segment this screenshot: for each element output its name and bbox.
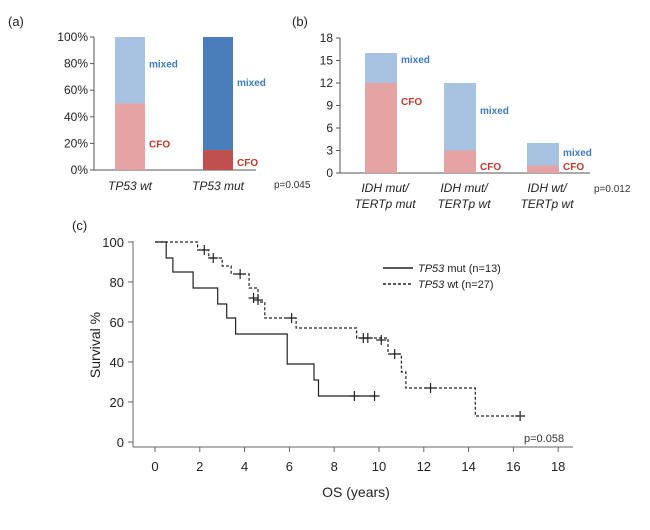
category-label-line2: TERTp mut bbox=[354, 197, 416, 211]
bar-segment-label-mixed: mixed bbox=[237, 78, 266, 89]
censor-mark bbox=[286, 313, 297, 323]
censor-mark bbox=[362, 333, 373, 343]
legend-label: TP53 wt (n=27) bbox=[418, 279, 494, 291]
y-tick-label: 80 bbox=[110, 275, 124, 290]
censor-mark bbox=[208, 253, 219, 263]
x-tick-label: 12 bbox=[417, 459, 431, 474]
bar-mixed bbox=[203, 37, 233, 151]
x-tick-label: 14 bbox=[461, 459, 475, 474]
bar-segment-label-mixed: mixed bbox=[563, 148, 592, 159]
y-tick-label: 40% bbox=[64, 110, 88, 124]
censor-mark bbox=[199, 245, 210, 255]
y-tick-label: 15 bbox=[320, 54, 334, 68]
bar-cfo bbox=[203, 150, 233, 170]
y-tick-label: 6 bbox=[326, 121, 333, 135]
bar-mixed bbox=[365, 53, 397, 83]
bar-cfo bbox=[527, 165, 559, 173]
y-tick-label: 3 bbox=[326, 144, 333, 158]
x-tick-label: 4 bbox=[241, 459, 248, 474]
bar-cfo bbox=[115, 103, 145, 170]
x-tick-label: 6 bbox=[286, 459, 293, 474]
bar-segment-label-mixed: mixed bbox=[401, 55, 430, 66]
y-tick-label: 0 bbox=[117, 435, 124, 450]
legend-label: TP53 mut (n=13) bbox=[418, 263, 501, 275]
category-label-line1: IDH wt/ bbox=[527, 181, 568, 195]
bar-mixed bbox=[115, 37, 145, 104]
km-curve-tp53-mut bbox=[155, 241, 377, 397]
x-tick-label: 0 bbox=[151, 459, 158, 474]
y-tick-label: 40 bbox=[110, 355, 124, 370]
censor-mark bbox=[235, 269, 246, 279]
category-label: TP53 wt bbox=[108, 179, 153, 193]
bar-segment-label-mixed: mixed bbox=[149, 60, 178, 71]
bar-mixed bbox=[527, 143, 559, 166]
y-tick-label: 20% bbox=[64, 136, 88, 150]
censor-mark bbox=[515, 411, 526, 421]
y-tick-label: 80% bbox=[64, 57, 88, 71]
panel-c-legend: TP53 mut (n=13) TP53 wt (n=27) bbox=[383, 263, 501, 291]
panel-c: (c) 0 2 4 6 8 10 12 14 16 18 0 20 40 60 80 100 Survival… bbox=[72, 218, 573, 500]
y-tick-label: 20 bbox=[110, 395, 124, 410]
panel-c-y-axis-label: Survival % bbox=[87, 312, 103, 378]
bar-segment-label-mixed: mixed bbox=[480, 106, 509, 117]
censor-mark bbox=[349, 391, 360, 401]
x-tick-label: 8 bbox=[331, 459, 338, 474]
censor-mark bbox=[376, 335, 387, 345]
y-tick-label: 60% bbox=[64, 83, 88, 97]
y-tick-label: 18 bbox=[320, 31, 334, 45]
bar-segment-label-cfo: CFO bbox=[401, 97, 422, 108]
bar-segment-label-cfo: CFO bbox=[480, 162, 501, 173]
x-tick-label: 10 bbox=[372, 459, 386, 474]
category-label: TP53 mut bbox=[192, 179, 245, 193]
y-tick-label: 0 bbox=[326, 166, 333, 180]
panel-label-b: (b) bbox=[292, 14, 308, 29]
category-label-line1: IDH mut/ bbox=[440, 181, 489, 195]
y-tick-label: 100 bbox=[102, 235, 124, 250]
panel-c-x-axis-label: OS (years) bbox=[322, 484, 390, 500]
censor-mark bbox=[248, 293, 259, 303]
x-tick-label: 2 bbox=[196, 459, 203, 474]
panel-c-pvalue: p=0.058 bbox=[524, 433, 564, 445]
bar-cfo bbox=[365, 83, 397, 173]
panel-label-c: (c) bbox=[72, 218, 87, 233]
censor-mark bbox=[369, 391, 380, 401]
y-tick-label: 9 bbox=[326, 99, 333, 113]
panel-b-pvalue: p=0.012 bbox=[594, 184, 631, 195]
bar-segment-label-cfo: CFO bbox=[563, 162, 584, 173]
censor-mark bbox=[253, 295, 264, 305]
panel-label-a: (a) bbox=[8, 14, 24, 29]
category-label-line1: IDH mut/ bbox=[361, 181, 410, 195]
y-tick-label: 60 bbox=[110, 315, 124, 330]
category-label-line2: TERTp wt bbox=[520, 197, 574, 211]
panel-a-pvalue: p=0.045 bbox=[274, 180, 311, 191]
x-tick-label: 18 bbox=[551, 459, 565, 474]
y-tick-label: 0% bbox=[71, 163, 89, 177]
censor-mark bbox=[389, 349, 400, 359]
censor-mark bbox=[425, 383, 436, 393]
y-tick-label: 12 bbox=[320, 76, 334, 90]
x-tick-label: 16 bbox=[506, 459, 520, 474]
bar-cfo bbox=[444, 150, 476, 173]
y-tick-label: 100% bbox=[57, 30, 88, 44]
bar-mixed bbox=[444, 83, 476, 151]
category-label-line2: TERTp wt bbox=[437, 197, 491, 211]
bar-segment-label-cfo: CFO bbox=[237, 158, 258, 169]
bar-segment-label-cfo: CFO bbox=[149, 139, 170, 150]
panel-a: (a) 0%20%40%60%80%100% mixedCFOmixedCFO … bbox=[8, 14, 311, 193]
